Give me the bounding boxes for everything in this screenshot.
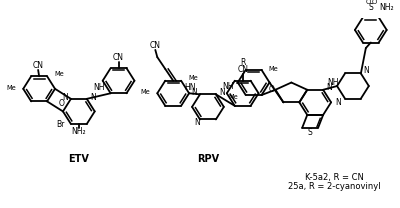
Text: 25a, R = 2-cyanovinyl: 25a, R = 2-cyanovinyl: [288, 182, 380, 191]
Text: NH: NH: [93, 83, 104, 93]
Text: NH: NH: [222, 82, 234, 91]
Text: N: N: [90, 93, 96, 102]
Text: N: N: [62, 93, 68, 102]
Text: Me: Me: [188, 75, 198, 81]
Text: O: O: [268, 85, 274, 94]
Text: O: O: [365, 0, 370, 5]
Text: Me: Me: [54, 71, 64, 77]
Text: N: N: [194, 118, 200, 127]
Text: HN: HN: [184, 83, 196, 92]
Text: S: S: [308, 128, 313, 137]
Text: Me: Me: [6, 85, 16, 91]
Text: NH: NH: [327, 78, 339, 87]
Text: Me: Me: [228, 94, 238, 100]
Text: CN: CN: [150, 41, 161, 50]
Text: CN: CN: [113, 53, 124, 62]
Text: CN: CN: [237, 65, 248, 74]
Text: N: N: [219, 88, 225, 97]
Text: K-5a2, R = CN: K-5a2, R = CN: [305, 173, 364, 182]
Text: Me: Me: [140, 89, 150, 95]
Text: N: N: [363, 66, 369, 75]
Text: Me: Me: [268, 66, 278, 72]
Text: R: R: [240, 58, 245, 67]
Text: NH₂: NH₂: [72, 127, 86, 136]
Text: O: O: [59, 99, 65, 108]
Text: Br: Br: [56, 120, 65, 129]
Text: ETV: ETV: [68, 155, 89, 165]
Text: CN: CN: [33, 61, 44, 70]
Text: N: N: [326, 83, 332, 93]
Text: S: S: [368, 3, 373, 12]
Text: N: N: [191, 88, 197, 97]
Text: O: O: [371, 0, 376, 5]
Text: NH₂: NH₂: [380, 3, 394, 12]
Text: N: N: [335, 98, 341, 107]
Text: RPV: RPV: [197, 155, 219, 165]
